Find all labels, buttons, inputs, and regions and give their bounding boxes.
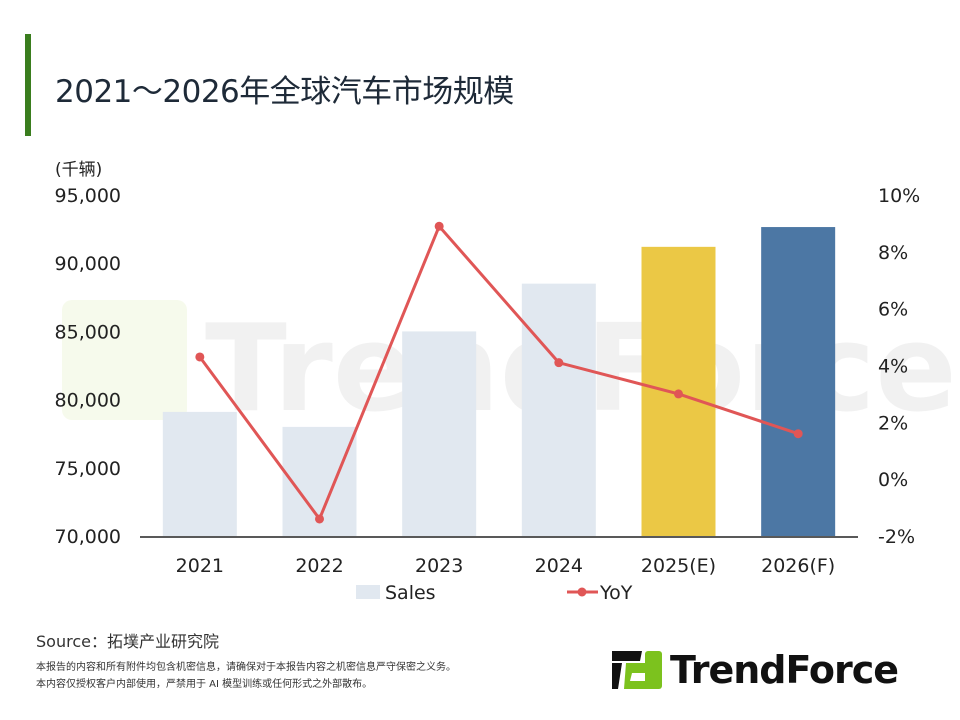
confidential-note: 本报告的内容和所有附件均包含机密信息，请确保对于本报告内容之机密信息严守保密之义…: [36, 662, 456, 673]
x-tick-label: 2024: [535, 555, 583, 577]
x-tick-label: 2026(F): [761, 555, 835, 577]
yoy-point-2022: [315, 514, 324, 524]
yoy-line: [198, 223, 799, 522]
watermark-logo-icon: [62, 300, 187, 420]
yoy-point-2024: [554, 358, 564, 368]
x-tick-label: 2021: [176, 555, 224, 577]
yoy-point-2021: [195, 352, 205, 362]
x-tick-label: 2023: [415, 555, 463, 577]
yoy-point-2025(E): [674, 389, 683, 399]
right-tick-label: 0%: [878, 469, 908, 491]
x-tick-label: 2022: [295, 555, 343, 577]
bar-2024: [521, 283, 596, 536]
right-tick-label: -2%: [878, 526, 915, 548]
title-accent-bar: [25, 34, 31, 136]
bar-2023: [402, 331, 477, 536]
right-tick-label: 4%: [878, 356, 908, 378]
legend-yoy-label: YoY: [599, 582, 633, 604]
legend-sales-swatch: [356, 585, 380, 599]
yoy-point-2023: [434, 221, 444, 231]
right-tick-label: 10%: [878, 185, 920, 207]
left-tick-label: 90,000: [55, 253, 121, 275]
usage-note: 本内容仅授权客户内部使用，严禁用于 AI 模型训练或任何形式之外部散布。: [36, 679, 373, 690]
x-tick-label: 2025(E): [641, 555, 716, 577]
yoy-point-2026(F): [793, 429, 803, 439]
trendforce-logo: TrendForce: [612, 648, 899, 692]
left-axis-unit: (千辆): [55, 160, 102, 180]
bar-2021: [162, 411, 237, 536]
left-tick-label: 70,000: [55, 526, 121, 548]
source-text: Source：拓墣产业研究院: [36, 632, 219, 651]
left-tick-label: 85,000: [55, 321, 121, 343]
left-tick-label: 80,000: [55, 390, 121, 412]
logo-text: TrendForce: [670, 648, 899, 692]
left-tick-label: 75,000: [55, 458, 121, 480]
right-tick-label: 8%: [878, 242, 908, 264]
right-tick-label: 6%: [878, 299, 908, 321]
logo-mark-icon: [612, 651, 662, 689]
legend-sales-label: Sales: [385, 582, 436, 604]
legend-yoy-marker: [577, 587, 587, 597]
bar-2026(F): [761, 227, 836, 536]
right-tick-label: 2%: [878, 412, 908, 434]
page-title: 2021～2026年全球汽车市场规模: [55, 74, 514, 110]
left-tick-label: 95,000: [55, 185, 121, 207]
